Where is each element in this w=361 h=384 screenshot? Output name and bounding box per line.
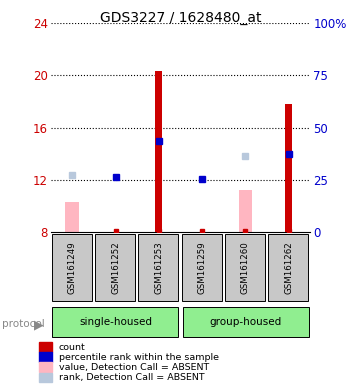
Text: ▶: ▶ xyxy=(34,318,44,331)
Bar xyxy=(39,372,52,382)
Bar xyxy=(155,71,162,232)
Bar xyxy=(239,190,252,232)
Text: GSM161253: GSM161253 xyxy=(155,241,163,294)
FancyBboxPatch shape xyxy=(52,234,92,301)
Bar xyxy=(39,352,52,362)
Bar xyxy=(285,104,292,232)
Text: single-housed: single-housed xyxy=(79,316,152,327)
FancyBboxPatch shape xyxy=(269,234,308,301)
FancyBboxPatch shape xyxy=(52,306,178,337)
Bar xyxy=(65,202,79,232)
Text: value, Detection Call = ABSENT: value, Detection Call = ABSENT xyxy=(59,363,209,372)
FancyBboxPatch shape xyxy=(183,306,309,337)
Text: GDS3227 / 1628480_at: GDS3227 / 1628480_at xyxy=(100,11,261,25)
FancyBboxPatch shape xyxy=(139,234,178,301)
Text: count: count xyxy=(59,343,86,352)
Text: GSM161249: GSM161249 xyxy=(68,241,77,294)
Bar xyxy=(39,343,52,352)
Text: percentile rank within the sample: percentile rank within the sample xyxy=(59,353,219,362)
FancyBboxPatch shape xyxy=(95,234,135,301)
Bar xyxy=(39,362,52,372)
Text: rank, Detection Call = ABSENT: rank, Detection Call = ABSENT xyxy=(59,373,204,382)
FancyBboxPatch shape xyxy=(182,234,222,301)
Text: GSM161260: GSM161260 xyxy=(241,241,250,294)
Text: group-housed: group-housed xyxy=(209,316,282,327)
Text: GSM161259: GSM161259 xyxy=(198,241,206,294)
Text: GSM161262: GSM161262 xyxy=(284,241,293,294)
Text: protocol: protocol xyxy=(2,319,44,329)
Text: GSM161252: GSM161252 xyxy=(111,241,120,294)
FancyBboxPatch shape xyxy=(225,234,265,301)
